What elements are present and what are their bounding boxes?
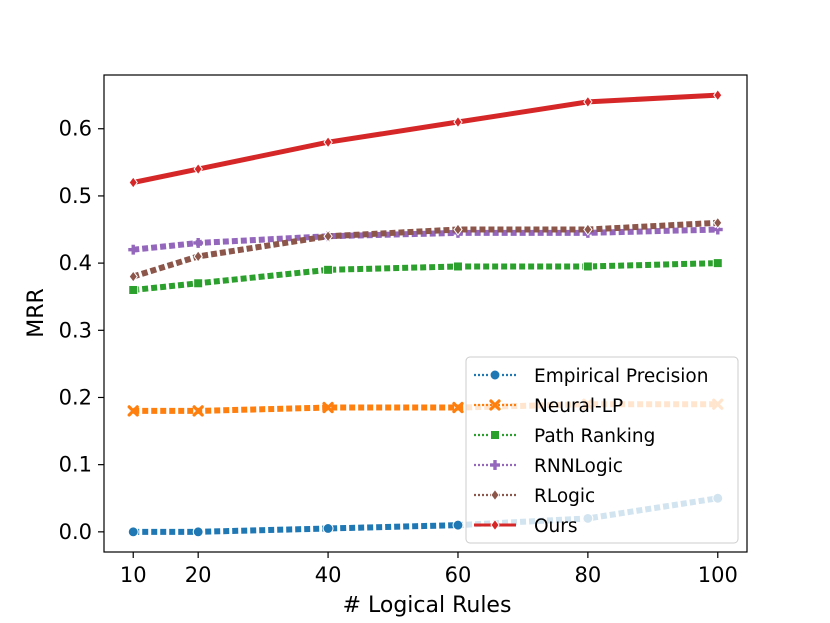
x-tick-label: 20 (185, 563, 212, 587)
series-marker (128, 176, 138, 189)
series-marker-stroke (489, 399, 501, 411)
y-tick-label: 0.2 (59, 385, 92, 409)
series-path-ranking (128, 258, 723, 295)
series-marker (489, 399, 501, 411)
legend-box (465, 356, 739, 544)
series-marker (323, 135, 333, 149)
series-marker (490, 460, 500, 470)
series-marker (193, 238, 204, 248)
x-axis: 10 20 40 60 80 100 (120, 552, 738, 587)
series-marker (453, 223, 463, 236)
y-tick-label: 0.5 (59, 184, 92, 208)
series-marker (127, 405, 139, 417)
series-marker (452, 519, 464, 531)
series-marker (322, 523, 334, 534)
series-marker (713, 88, 723, 102)
x-tick-label: 10 (120, 563, 147, 587)
series-line (132, 226, 718, 253)
legend-label: Path Ranking (534, 426, 655, 447)
series-marker-stroke (452, 401, 464, 414)
legend-item: Ours (474, 516, 578, 537)
x-tick-label: 60 (445, 563, 472, 587)
series-marker (322, 401, 334, 414)
x-tick-label: 100 (698, 563, 738, 587)
series-marker (452, 261, 463, 272)
series-marker (713, 216, 723, 230)
series-ours (128, 88, 723, 189)
series-marker (323, 264, 334, 275)
series-marker (583, 95, 593, 109)
y-tick-label: 0.0 (59, 520, 92, 544)
series-marker (490, 430, 500, 440)
y-tick-label: 0.4 (59, 251, 92, 275)
legend-label: Empirical Precision (534, 366, 708, 387)
y-tick-label: 0.1 (59, 453, 92, 477)
series-line (133, 495, 719, 535)
legend-item: Neural-LP (474, 396, 623, 417)
series-line (132, 219, 718, 280)
series-marker (193, 162, 203, 176)
series-line (132, 92, 718, 185)
series-marker (490, 488, 500, 502)
series-marker (489, 369, 501, 381)
legend-item: RNNLogic (474, 456, 623, 477)
series-marker (193, 278, 204, 289)
x-tick-label: 80 (575, 563, 602, 587)
series-marker-stroke (127, 405, 139, 417)
y-tick-label: 0.3 (59, 318, 92, 342)
legend-item: Path Ranking (474, 426, 655, 447)
series-marker (712, 258, 723, 269)
x-tick-label: 40 (315, 563, 342, 587)
y-axis-label: MRR (24, 288, 49, 338)
series-marker (128, 284, 139, 295)
series-marker (582, 261, 593, 272)
series-layer (127, 88, 724, 538)
series-marker-stroke (322, 401, 334, 414)
series-marker (192, 405, 204, 417)
legend-label: Ours (534, 516, 578, 537)
series-marker (127, 526, 139, 538)
legend-label: Neural-LP (534, 396, 623, 417)
series-marker (453, 115, 463, 129)
series-line (132, 260, 718, 293)
legend-item: RLogic (474, 486, 595, 507)
series-marker (323, 230, 333, 243)
series-marker (583, 223, 593, 236)
series-marker (193, 250, 203, 263)
series-line (133, 401, 718, 414)
series-rlogic (128, 216, 723, 283)
x-axis-label: # Logical Rules (343, 593, 512, 618)
series-marker (452, 401, 464, 414)
legend: Empirical Precision Neural-LP Path Ranking… (465, 356, 739, 544)
series-marker-stroke (192, 405, 204, 417)
y-axis: 0.0 0.1 0.2 0.3 0.4 0.5 0.6 (59, 117, 104, 544)
legend-label: RLogic (534, 486, 595, 507)
series-marker (128, 244, 139, 255)
series-marker (490, 518, 500, 532)
series-marker (128, 270, 138, 283)
plot-frame (103, 74, 748, 553)
y-tick-label: 0.6 (59, 117, 92, 141)
legend-item: Empirical Precision (474, 366, 708, 387)
series-marker (192, 526, 204, 538)
legend-label: RNNLogic (534, 456, 623, 477)
